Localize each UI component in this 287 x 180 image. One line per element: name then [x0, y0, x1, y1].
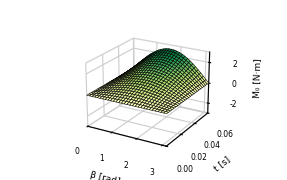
Y-axis label: t [s]: t [s]	[212, 154, 232, 172]
X-axis label: β [rad]: β [rad]	[89, 170, 121, 180]
